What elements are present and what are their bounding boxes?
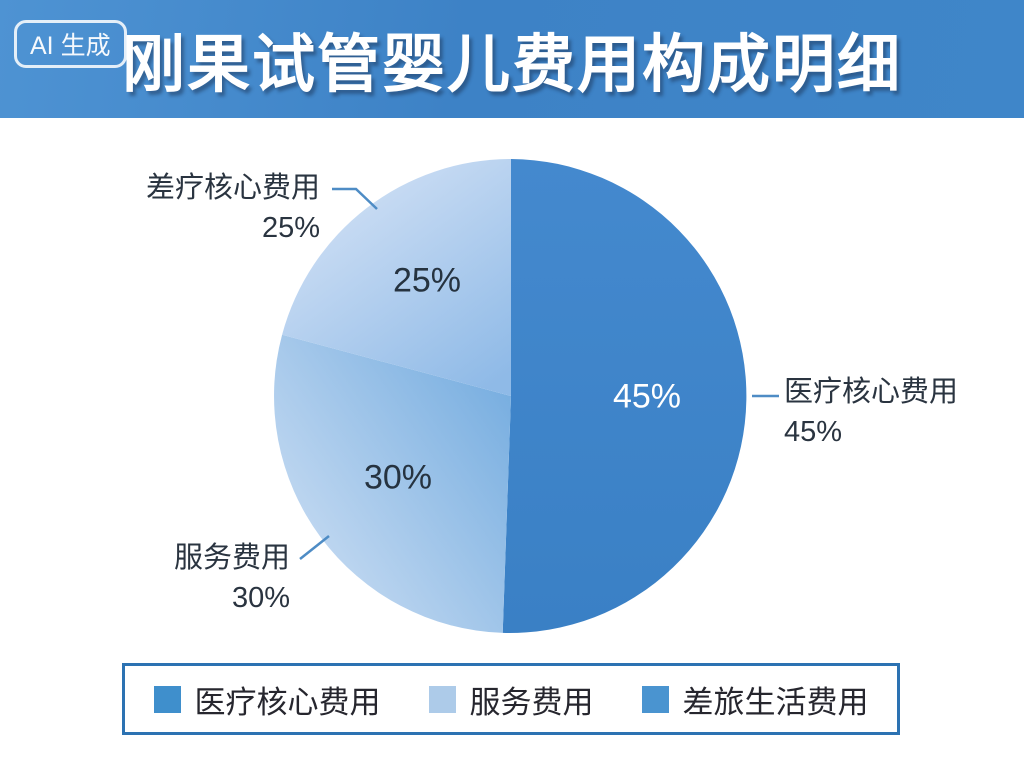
legend-label-service: 服务费用	[469, 684, 594, 720]
pie-slice-0	[502, 159, 747, 633]
page-title: 刚果试管婴儿费用构成明细	[122, 30, 902, 100]
callout-travel: 差疗核心费用 25%	[146, 168, 320, 248]
callout-service-label: 服务费用	[173, 542, 290, 574]
legend-item-medical: 医疗核心费用	[153, 677, 381, 722]
pie-slice-1	[274, 334, 511, 633]
ai-generated-badge-label: AI 生成	[30, 32, 111, 60]
callout-medical: 医疗核心费用 45%	[784, 372, 958, 452]
legend-swatch-medical	[153, 685, 181, 713]
pie-slice-2	[282, 159, 511, 396]
ai-generated-badge: AI 生成	[14, 20, 127, 68]
legend-label-travel: 差旅生活费用	[682, 684, 869, 720]
legend-label-medical: 医疗核心费用	[194, 684, 381, 720]
slice-label-travel-pct: 25%	[392, 261, 462, 300]
legend-item-travel: 差旅生活费用	[641, 677, 869, 722]
legend-swatch-service	[428, 685, 456, 713]
legend-swatch-travel	[641, 685, 669, 713]
callout-service-value: 30%	[231, 582, 290, 615]
callout-medical-label: 医疗核心费用	[784, 376, 959, 408]
leader-line-service	[299, 535, 330, 560]
callout-travel-label: 差疗核心费用	[145, 172, 320, 204]
legend-item-service: 服务费用	[428, 677, 594, 722]
callout-travel-value: 25%	[261, 212, 320, 245]
legend-box: 医疗核心费用 服务费用 差旅生活费用	[122, 663, 900, 735]
leader-line-travel	[332, 187, 378, 210]
callout-medical-value: 45%	[784, 416, 843, 449]
slice-label-medical-pct: 45%	[612, 377, 682, 416]
header-band: AI 生成 刚果试管婴儿费用构成明细	[0, 0, 1024, 118]
slice-label-service-pct: 30%	[363, 458, 433, 497]
callout-service: 服务费用 30%	[174, 538, 290, 618]
